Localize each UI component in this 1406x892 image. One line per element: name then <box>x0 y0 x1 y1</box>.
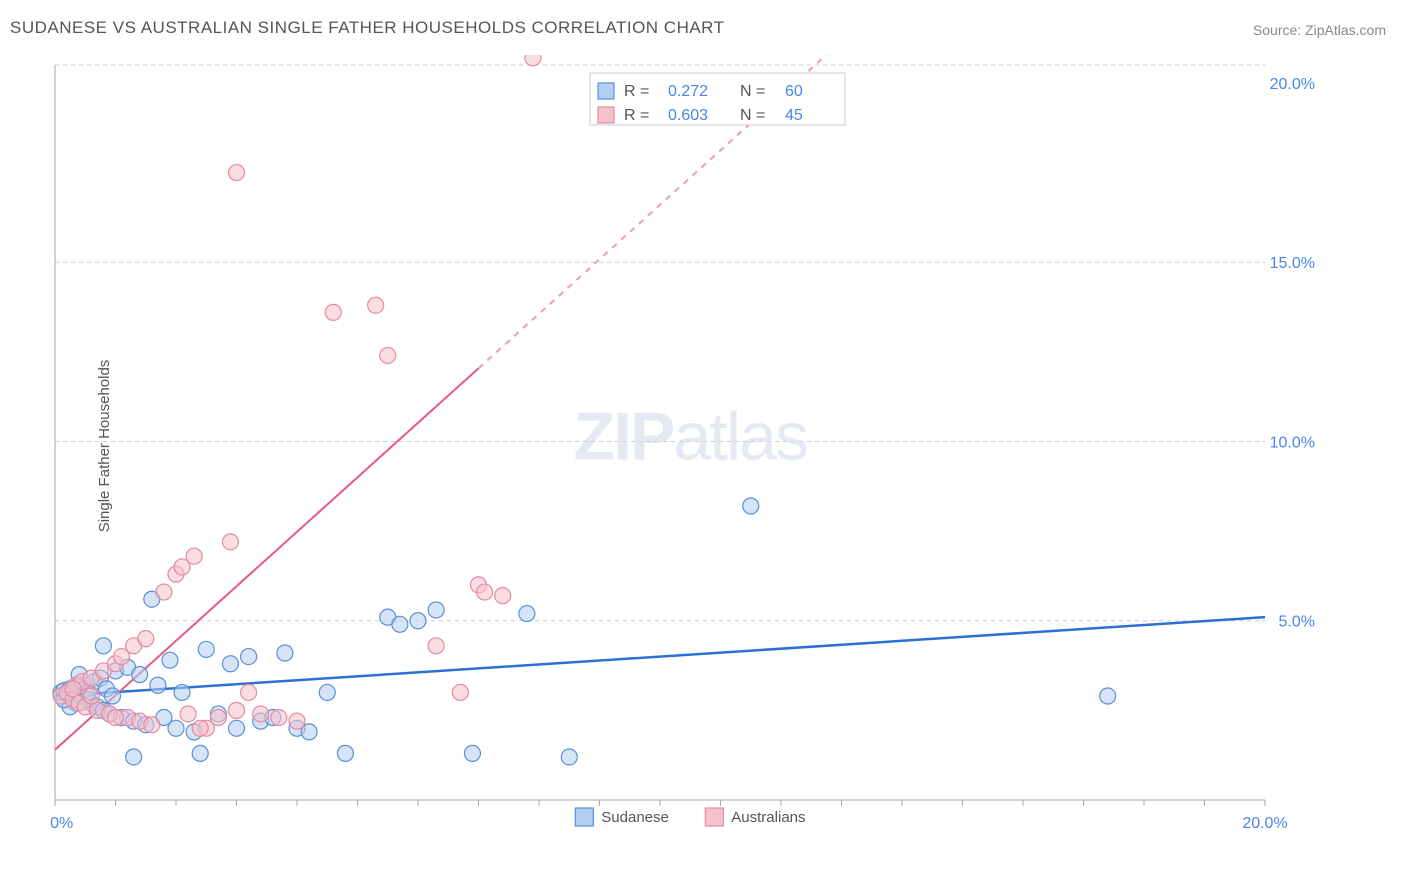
scatter-point <box>289 713 305 729</box>
chart-svg: ZIPatlas 5.0% 10.0% 15.0% 20.0% 0.0% 20.0% R = 0… <box>50 55 1340 845</box>
scatter-point <box>561 749 577 765</box>
legend-r-label: R = <box>624 83 649 100</box>
scatter-point <box>368 297 384 313</box>
y-tick-label: 15.0% <box>1270 255 1315 272</box>
scatter-point <box>452 684 468 700</box>
scatter-point <box>277 645 293 661</box>
scatter-point <box>156 584 172 600</box>
scatter-point <box>325 304 341 320</box>
y-tick-label: 10.0% <box>1270 434 1315 451</box>
scatter-point <box>319 684 335 700</box>
y-tick-label: 5.0% <box>1279 614 1315 631</box>
scatter-point <box>108 710 124 726</box>
scatter-point <box>464 745 480 761</box>
scatter-point <box>229 702 245 718</box>
legend-swatch <box>598 83 614 99</box>
chart-title: SUDANESE VS AUSTRALIAN SINGLE FATHER HOU… <box>10 18 725 38</box>
chart-plot-area: ZIPatlas 5.0% 10.0% 15.0% 20.0% 0.0% 20.0% R = 0… <box>50 55 1340 845</box>
bottom-legend-swatch <box>705 808 723 826</box>
legend-swatch <box>598 107 614 123</box>
bottom-legend-label: Sudanese <box>601 809 669 826</box>
legend-r-value: 0.272 <box>668 83 708 100</box>
scatter-point <box>192 745 208 761</box>
scatter-point <box>180 706 196 722</box>
scatter-point <box>1100 688 1116 704</box>
scatter-point <box>174 684 190 700</box>
legend-n-value: 60 <box>785 83 803 100</box>
legend-r-label: R = <box>624 107 649 124</box>
legend-n-label: N = <box>740 83 765 100</box>
source-attribution: Source: ZipAtlas.com <box>1253 22 1386 38</box>
scatter-point <box>192 720 208 736</box>
scatter-point <box>392 616 408 632</box>
scatter-point <box>138 631 154 647</box>
chart-container: SUDANESE VS AUSTRALIAN SINGLE FATHER HOU… <box>0 0 1406 892</box>
scatter-point <box>65 681 81 697</box>
scatter-point <box>428 638 444 654</box>
legend-r-value: 0.603 <box>668 107 708 124</box>
scatter-point <box>168 720 184 736</box>
scatter-point <box>495 588 511 604</box>
scatter-point <box>253 706 269 722</box>
x-tick-label: 20.0% <box>1242 815 1287 832</box>
legend-n-label: N = <box>740 107 765 124</box>
scatter-point <box>229 165 245 181</box>
trend-line-sudanese <box>55 617 1265 696</box>
scatter-point <box>337 745 353 761</box>
scatter-point <box>380 347 396 363</box>
scatter-point <box>477 584 493 600</box>
scatter-point <box>104 688 120 704</box>
scatter-point <box>410 613 426 629</box>
x-tick-label: 0.0% <box>50 815 73 832</box>
scatter-point <box>743 498 759 514</box>
watermark: ZIPatlas <box>574 398 807 474</box>
scatter-point <box>144 717 160 733</box>
bottom-legend-label: Australians <box>731 809 805 826</box>
scatter-point <box>83 688 99 704</box>
scatter-point <box>210 710 226 726</box>
scatter-point <box>95 638 111 654</box>
scatter-point <box>132 667 148 683</box>
source-value: ZipAtlas.com <box>1305 22 1386 38</box>
scatter-point <box>162 652 178 668</box>
scatter-point <box>241 684 257 700</box>
scatter-point <box>519 606 535 622</box>
source-label: Source: <box>1253 22 1305 38</box>
scatter-point <box>126 749 142 765</box>
scatter-point <box>150 677 166 693</box>
scatter-point <box>241 649 257 665</box>
scatter-point <box>229 720 245 736</box>
scatter-point <box>428 602 444 618</box>
y-tick-label: 20.0% <box>1270 76 1315 93</box>
scatter-point <box>271 710 287 726</box>
scatter-point <box>222 534 238 550</box>
bottom-legend-swatch <box>575 808 593 826</box>
scatter-point <box>222 656 238 672</box>
legend-n-value: 45 <box>785 107 803 124</box>
scatter-point <box>198 641 214 657</box>
scatter-point <box>525 55 541 66</box>
scatter-point <box>186 548 202 564</box>
